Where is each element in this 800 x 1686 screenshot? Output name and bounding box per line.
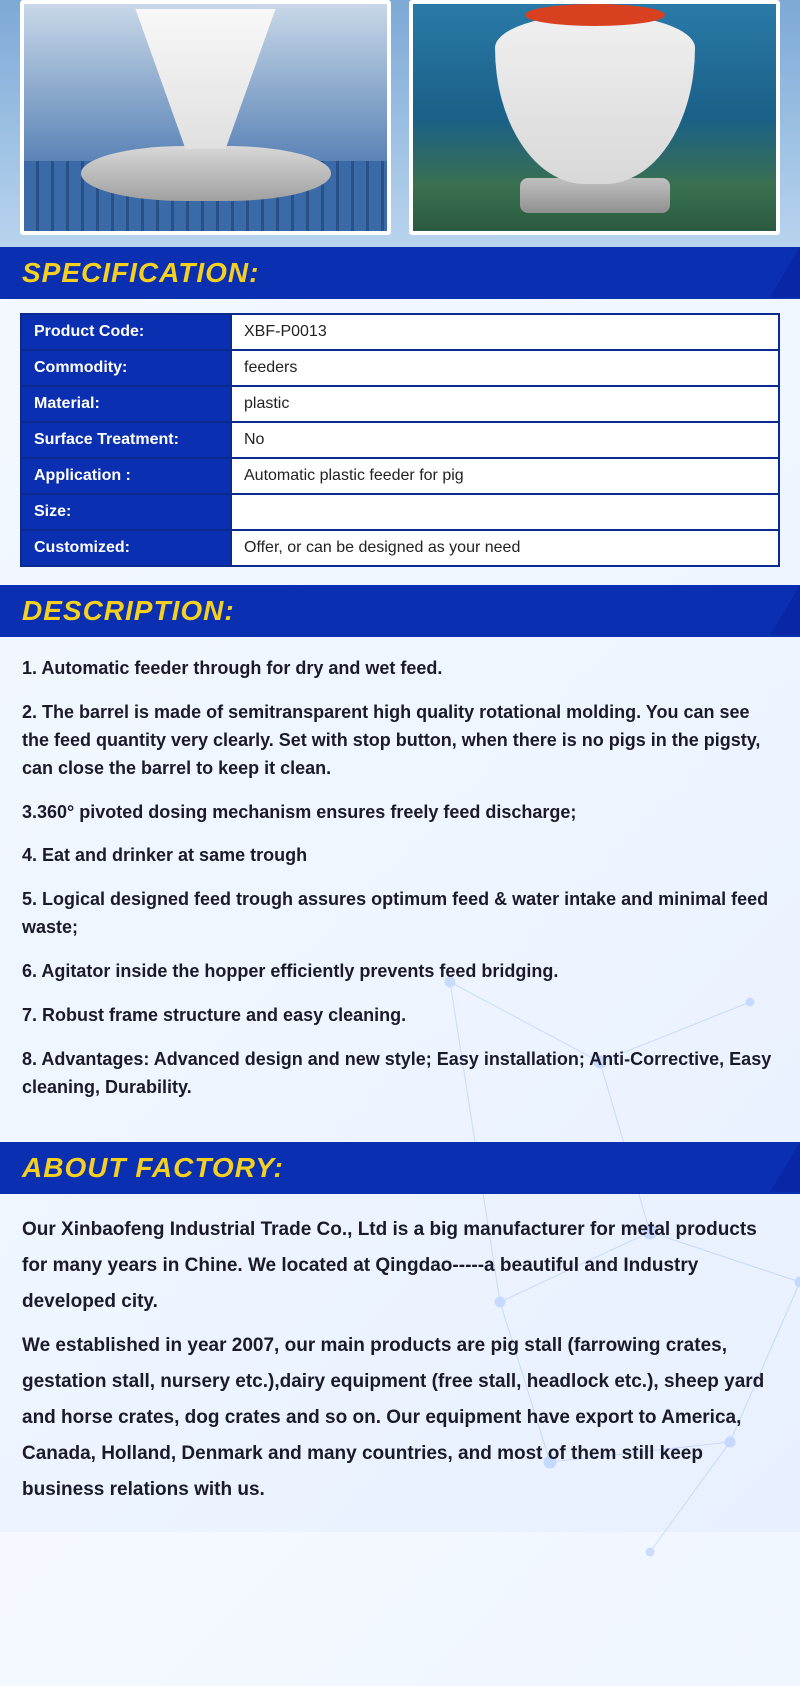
spec-label: Surface Treatment: bbox=[21, 422, 231, 458]
spec-value: Automatic plastic feeder for pig bbox=[231, 458, 779, 494]
about-factory-title: ABOUT FACTORY: bbox=[22, 1152, 778, 1184]
spec-value: XBF-P0013 bbox=[231, 314, 779, 350]
product-image-1 bbox=[20, 0, 391, 235]
table-row: Product Code:XBF-P0013 bbox=[21, 314, 779, 350]
about-paragraph: We established in year 2007, our main pr… bbox=[22, 1328, 778, 1508]
about-factory-body: Our Xinbaofeng Industrial Trade Co., Ltd… bbox=[0, 1194, 800, 1533]
table-row: Customized:Offer, or can be designed as … bbox=[21, 530, 779, 566]
specification-title: SPECIFICATION: bbox=[22, 257, 778, 289]
description-item: 2. The barrel is made of semitransparent… bbox=[22, 699, 778, 783]
description-item: 6. Agitator inside the hopper efficientl… bbox=[22, 958, 778, 986]
description-item: 5. Logical designed feed trough assures … bbox=[22, 886, 778, 942]
description-item: 4. Eat and drinker at same trough bbox=[22, 842, 778, 870]
spec-label: Product Code: bbox=[21, 314, 231, 350]
product-images-row bbox=[0, 0, 800, 247]
description-item: 8. Advantages: Advanced design and new s… bbox=[22, 1046, 778, 1102]
spec-value: No bbox=[231, 422, 779, 458]
spec-label: Commodity: bbox=[21, 350, 231, 386]
table-row: Application :Automatic plastic feeder fo… bbox=[21, 458, 779, 494]
table-row: Commodity:feeders bbox=[21, 350, 779, 386]
specification-table: Product Code:XBF-P0013Commodity:feedersM… bbox=[20, 313, 780, 567]
spec-value: Offer, or can be designed as your need bbox=[231, 530, 779, 566]
spec-label: Size: bbox=[21, 494, 231, 530]
spec-label: Application : bbox=[21, 458, 231, 494]
table-row: Material:plastic bbox=[21, 386, 779, 422]
table-row: Surface Treatment:No bbox=[21, 422, 779, 458]
description-body: 1. Automatic feeder through for dry and … bbox=[0, 637, 800, 1142]
spec-value: feeders bbox=[231, 350, 779, 386]
spec-value bbox=[231, 494, 779, 530]
description-item: 7. Robust frame structure and easy clean… bbox=[22, 1002, 778, 1030]
description-item: 1. Automatic feeder through for dry and … bbox=[22, 655, 778, 683]
description-header: DESCRIPTION: bbox=[0, 585, 800, 637]
table-row: Size: bbox=[21, 494, 779, 530]
about-factory-header: ABOUT FACTORY: bbox=[0, 1142, 800, 1194]
product-image-2 bbox=[409, 0, 780, 235]
spec-label: Material: bbox=[21, 386, 231, 422]
specification-table-wrap: Product Code:XBF-P0013Commodity:feedersM… bbox=[0, 299, 800, 585]
spec-label: Customized: bbox=[21, 530, 231, 566]
specification-header: SPECIFICATION: bbox=[0, 247, 800, 299]
description-title: DESCRIPTION: bbox=[22, 595, 778, 627]
about-paragraph: Our Xinbaofeng Industrial Trade Co., Ltd… bbox=[22, 1212, 778, 1320]
description-item: 3.360° pivoted dosing mechanism ensures … bbox=[22, 799, 778, 827]
spec-value: plastic bbox=[231, 386, 779, 422]
